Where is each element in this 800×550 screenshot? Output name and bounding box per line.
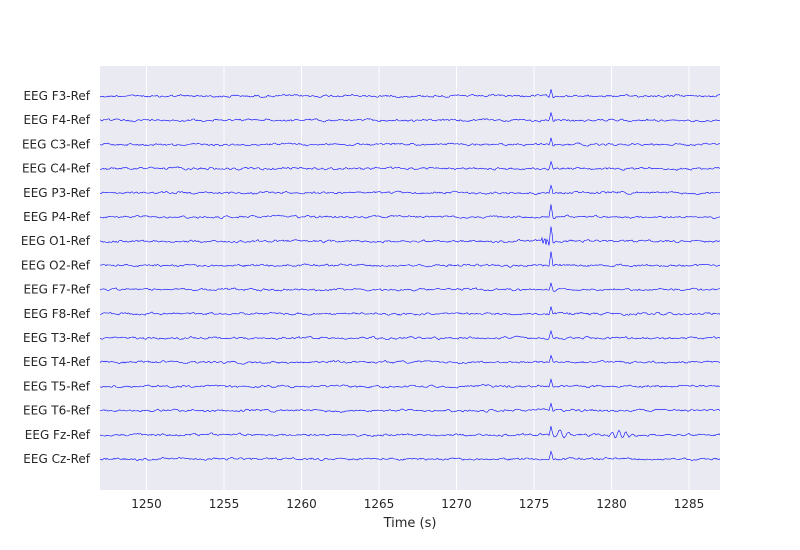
eeg-trace [99, 137, 721, 147]
eeg-trace [99, 251, 721, 268]
x-tick-label: 1280 [596, 497, 627, 511]
eeg-trace [99, 354, 721, 365]
channel-label: EEG Fz-Ref [25, 428, 91, 442]
eeg-trace [99, 306, 721, 316]
grid-lines [146, 66, 690, 490]
x-tick-label: 1270 [441, 497, 472, 511]
eeg-trace [99, 89, 721, 99]
channel-label: EEG O2-Ref [21, 258, 91, 272]
eeg-trace [99, 282, 721, 292]
x-tick-label: 1275 [519, 497, 550, 511]
eeg-trace [99, 450, 721, 461]
channel-label: EEG T5-Ref [23, 379, 91, 393]
eeg-trace [99, 378, 721, 389]
channel-label: EEG F7-Ref [23, 283, 90, 297]
channel-label: EEG P4-Ref [23, 210, 91, 224]
x-tick-label: 1260 [286, 497, 317, 511]
eeg-traces [99, 89, 721, 461]
eeg-trace [99, 226, 721, 246]
eeg-trace [99, 402, 721, 413]
x-tick-label: 1265 [364, 497, 395, 511]
x-tick-label: 1285 [674, 497, 705, 511]
eeg-trace [99, 426, 721, 439]
channel-label: EEG Cz-Ref [23, 452, 90, 466]
eeg-trace [99, 184, 721, 196]
x-tick-label: 1250 [131, 497, 162, 511]
channel-label: EEG O1-Ref [21, 234, 91, 248]
x-axis-title: Time (s) [383, 516, 437, 531]
plot-background [100, 66, 720, 490]
channel-label: EEG F3-Ref [23, 89, 90, 103]
x-tick-labels: 1250 1255 1260 1265 1270 1275 1280 1285 [131, 497, 704, 511]
channel-label: EEG C4-Ref [22, 162, 91, 176]
eeg-trace [99, 329, 721, 341]
eeg-trace [99, 111, 721, 123]
x-tick-label: 1255 [209, 497, 240, 511]
eeg-trace [99, 204, 721, 220]
channel-label: EEG F4-Ref [23, 113, 90, 127]
channel-label: EEG P3-Ref [23, 186, 91, 200]
channel-label: EEG C3-Ref [22, 137, 91, 151]
channel-labels: EEG F3-Ref EEG F4-Ref EEG C3-Ref EEG C4-Ref… [21, 89, 91, 466]
channel-label: EEG T6-Ref [23, 404, 91, 418]
channel-label: EEG T4-Ref [23, 355, 91, 369]
channel-label: EEG F8-Ref [23, 307, 90, 321]
eeg-trace [99, 160, 721, 171]
channel-label: EEG T3-Ref [23, 331, 91, 345]
